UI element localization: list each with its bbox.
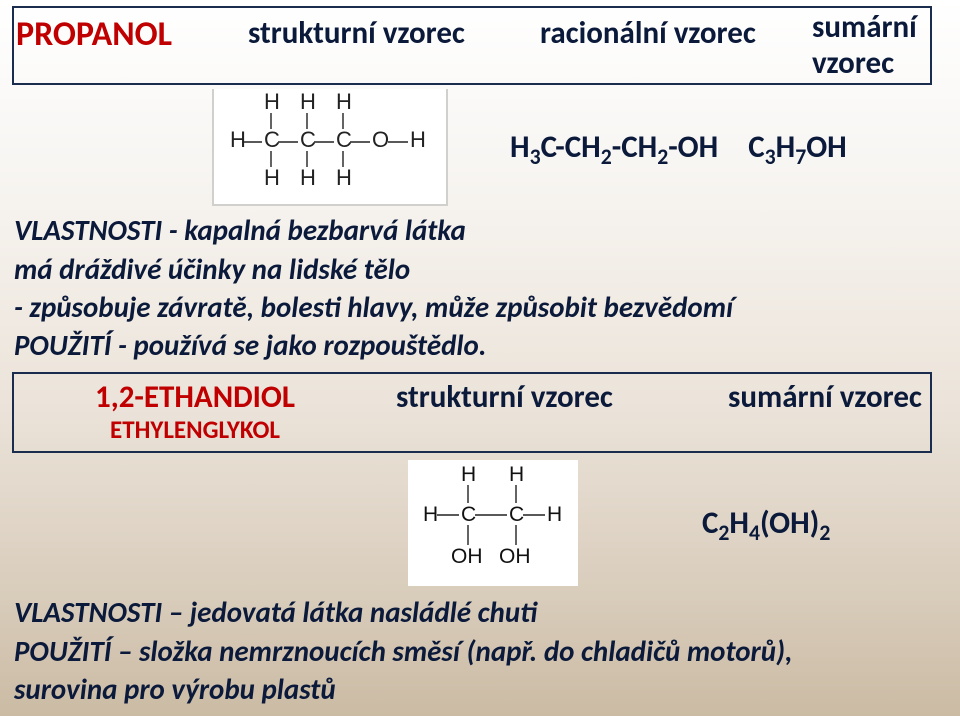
title-ethandiol: 1,2-ETHANDIOL ETHYLENGLYKOL [12, 372, 376, 453]
svg-text:H: H [410, 127, 426, 152]
ethandiol-prop-l1: VLASTNOSTI – jedovatá látka nasládlé chu… [14, 593, 932, 631]
formula-row-ethandiol: H H H C C H OH OH C2H4(OH)2 [0, 453, 960, 593]
header-row-ethandiol: 1,2-ETHANDIOL ETHYLENGLYKOL strukturní v… [0, 364, 960, 453]
svg-text:C: C [300, 127, 316, 152]
propanol-rational-formula: H3C-CH2-CH2-OH [510, 128, 718, 166]
svg-text:H: H [230, 127, 246, 152]
formula-row-propanol: H H H H C C C O H [0, 85, 960, 209]
propanol-prop-l1: VLASTNOSTI - kapalná bezbarvá látka [14, 211, 932, 249]
svg-text:H: H [336, 89, 352, 114]
propanol-summary-formula: C3H7OH [748, 128, 847, 166]
ethandiol-prop-l3: surovina pro výrobu plastů [14, 670, 932, 708]
propanol-prop-l4: POUŽITÍ - používá se jako rozpouštědlo. [14, 326, 932, 364]
svg-text:OH: OH [451, 545, 483, 568]
ethandiol-header-sumarni: sumární vzorec [720, 372, 932, 453]
svg-text:C: C [461, 503, 476, 526]
ethandiol-header-strukturni: strukturní vzorec [376, 372, 720, 453]
svg-text:H: H [336, 165, 352, 190]
propanol-properties: VLASTNOSTI - kapalná bezbarvá látka má d… [0, 209, 960, 364]
svg-text:OH: OH [499, 545, 531, 568]
propanol-structural-formula: H H H H C C C O H [212, 89, 448, 206]
svg-text:H: H [547, 503, 562, 526]
ethandiol-summary-formula: C2H4(OH)2 [702, 504, 830, 542]
header-strukturni: strukturní vzorec [240, 6, 532, 85]
svg-text:C: C [336, 127, 352, 152]
svg-text:O: O [372, 127, 389, 152]
svg-text:H: H [264, 89, 280, 114]
header-sumarni: sumární vzorec [804, 6, 932, 85]
header-racionalni: racionální vzorec [532, 6, 804, 85]
header-sumarni-l2: vzorec [812, 44, 894, 82]
svg-text:H: H [461, 463, 476, 486]
ethandiol-structural-formula: H H H C C H OH OH [408, 460, 578, 586]
ethandiol-title-main: 1,2-ETHANDIOL [95, 378, 295, 416]
svg-text:C: C [264, 127, 280, 152]
title-propanol: PROPANOL [12, 6, 240, 85]
svg-text:H: H [300, 89, 316, 114]
propanol-prop-l2: má dráždivé účinky na lidské tělo [14, 250, 932, 288]
svg-text:H: H [423, 503, 438, 526]
header-sumarni-l1: sumární [812, 8, 917, 46]
svg-text:H: H [509, 463, 524, 486]
header-row-propanol: PROPANOL strukturní vzorec racionální vz… [0, 0, 960, 85]
propanol-prop-l3: - způsobuje závratě, bolesti hlavy, může… [14, 288, 932, 326]
ethandiol-title-sub: ETHYLENGLYKOL [14, 414, 376, 445]
ethandiol-properties: VLASTNOSTI – jedovatá látka nasládlé chu… [0, 593, 960, 708]
svg-text:C: C [509, 503, 524, 526]
svg-text:H: H [264, 165, 280, 190]
ethandiol-prop-l2: POUŽITÍ – složka nemrznoucích směsí (nap… [14, 632, 932, 670]
svg-text:H: H [300, 165, 316, 190]
